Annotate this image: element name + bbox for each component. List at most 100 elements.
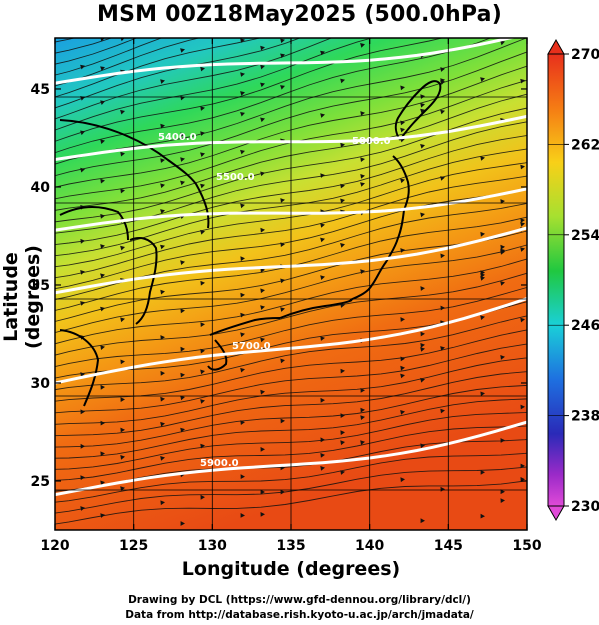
streamline-arrowhead	[180, 180, 185, 186]
streamline-arrowhead	[240, 203, 245, 209]
streamline-arrowhead	[400, 317, 405, 322]
x-tick-label: 140	[355, 538, 384, 554]
streamline-arrowhead	[280, 418, 285, 424]
streamline-arrowhead	[160, 244, 165, 250]
streamline-arrowhead	[320, 50, 325, 56]
streamline-arrowhead	[100, 213, 105, 219]
x-tick-label: 150	[512, 538, 541, 554]
streamline-arrowhead	[120, 188, 125, 194]
streamline-arrowhead	[100, 66, 105, 71]
streamline-arrowhead	[340, 368, 345, 374]
streamline-arrowhead	[80, 301, 85, 306]
streamline-arrowhead	[260, 288, 265, 294]
streamline-arrowhead	[180, 157, 185, 162]
streamline-arrowhead	[100, 244, 105, 249]
streamline-arrowhead	[180, 1, 185, 6]
grid-lines	[55, 38, 527, 530]
y-tick-label: 25	[31, 474, 50, 490]
y-axis-label: Latitude (degrees)	[0, 245, 44, 349]
streamline	[55, 79, 527, 200]
streamline-arrowhead	[180, 308, 185, 314]
streamline-arrowhead	[100, 480, 105, 486]
streamline-arrowhead	[200, 369, 205, 375]
colorbar-ticks: 270 262 254 246 238 230	[548, 47, 599, 515]
streamline-arrowhead	[100, 273, 105, 278]
streamline-arrowhead	[180, 372, 185, 378]
streamline-arrowhead	[320, 397, 325, 403]
streamline-arrowhead	[240, 149, 245, 155]
colorbar: 270 262 254 246 238 230	[547, 38, 599, 522]
streamline-arrowhead	[280, 198, 285, 203]
streamline-arrowhead	[320, 275, 325, 280]
streamline	[55, 216, 527, 311]
streamline-arrowhead	[400, 85, 405, 91]
streamline-arrowhead	[420, 286, 425, 291]
streamline-arrowhead	[100, 420, 105, 426]
streamline	[55, 38, 201, 87]
coastline-japan	[59, 80, 442, 407]
streamline-arrowhead	[120, 397, 125, 402]
y-tick-label: 40	[31, 180, 51, 196]
streamline-arrowhead	[480, 315, 485, 320]
streamline	[55, 452, 527, 503]
streamline-arrowhead	[400, 373, 405, 379]
streamline-arrowhead	[440, 253, 445, 259]
streamline-arrowhead	[160, 500, 165, 506]
streamline-arrowhead	[240, 332, 245, 338]
streamline-arrowhead	[160, 123, 165, 129]
streamline-arrowhead	[420, 443, 425, 449]
streamline-arrowhead	[500, 489, 505, 495]
streamline-arrowhead	[80, 409, 85, 415]
streamline-arrowhead	[500, 244, 505, 250]
streamline	[55, 38, 444, 142]
streamline	[55, 38, 492, 154]
streamline-arrowhead	[240, 256, 245, 262]
streamline-arrowhead	[440, 176, 445, 181]
streamline-arrowhead	[280, 307, 285, 312]
contour-label-5500: 5500.0	[216, 172, 255, 183]
streamline-arrowhead	[500, 3, 505, 8]
streamline-arrowhead	[440, 20, 445, 25]
streamline-arrowhead	[280, 38, 285, 44]
streamline-arrowhead	[260, 8, 265, 13]
streamline	[55, 244, 527, 334]
streamline-arrowhead	[80, 443, 85, 449]
streamline	[55, 425, 527, 481]
streamline-arrowhead	[240, 112, 245, 117]
streamline-arrowhead	[500, 355, 505, 360]
streamline-arrowhead	[160, 396, 165, 402]
streamline-arrowhead	[360, 415, 365, 420]
streamline-arrowhead	[120, 109, 125, 115]
streamline-arrowhead	[180, 395, 185, 401]
streamline-arrowhead	[240, 312, 245, 318]
streamline-arrowhead	[80, 270, 85, 275]
contour-label-group: 5400.0 5500.0 5700.0 5800.0 5900.0	[158, 132, 391, 469]
x-tick-label: 135	[276, 538, 305, 554]
streamline	[55, 93, 527, 211]
streamline-arrowhead	[420, 331, 425, 337]
colorbar-tick-label: 246	[571, 318, 599, 334]
streamline-arrowhead	[280, 85, 285, 90]
y-tick-label: 30	[31, 376, 51, 392]
streamline-arrowhead	[260, 305, 265, 310]
streamline-arrowhead	[320, 237, 325, 243]
streamline	[55, 38, 163, 76]
streamline-arrowhead	[340, 243, 345, 248]
streamline-arrowhead	[340, 430, 345, 436]
x-axis-label: Longitude (degrees)	[181, 558, 401, 580]
streamline	[55, 162, 527, 268]
streamline-arrowhead	[260, 45, 265, 51]
streamline-arrowhead	[200, 229, 205, 235]
height-contour-line	[55, 0, 527, 15]
streamline-arrowhead	[480, 513, 485, 519]
streamline-arrowhead	[520, 404, 525, 410]
streamline-arrowhead	[360, 182, 365, 187]
colorbar-tick-label: 230	[571, 499, 599, 515]
streamline-arrowhead	[340, 78, 345, 84]
streamline-arrowhead	[120, 151, 125, 157]
streamline-arrowhead	[500, 498, 505, 503]
streamline-arrowhead	[180, 346, 185, 352]
wind-streamlines	[55, 1, 527, 526]
streamline-arrowhead	[160, 289, 165, 295]
streamline-arrowhead	[200, 106, 205, 111]
